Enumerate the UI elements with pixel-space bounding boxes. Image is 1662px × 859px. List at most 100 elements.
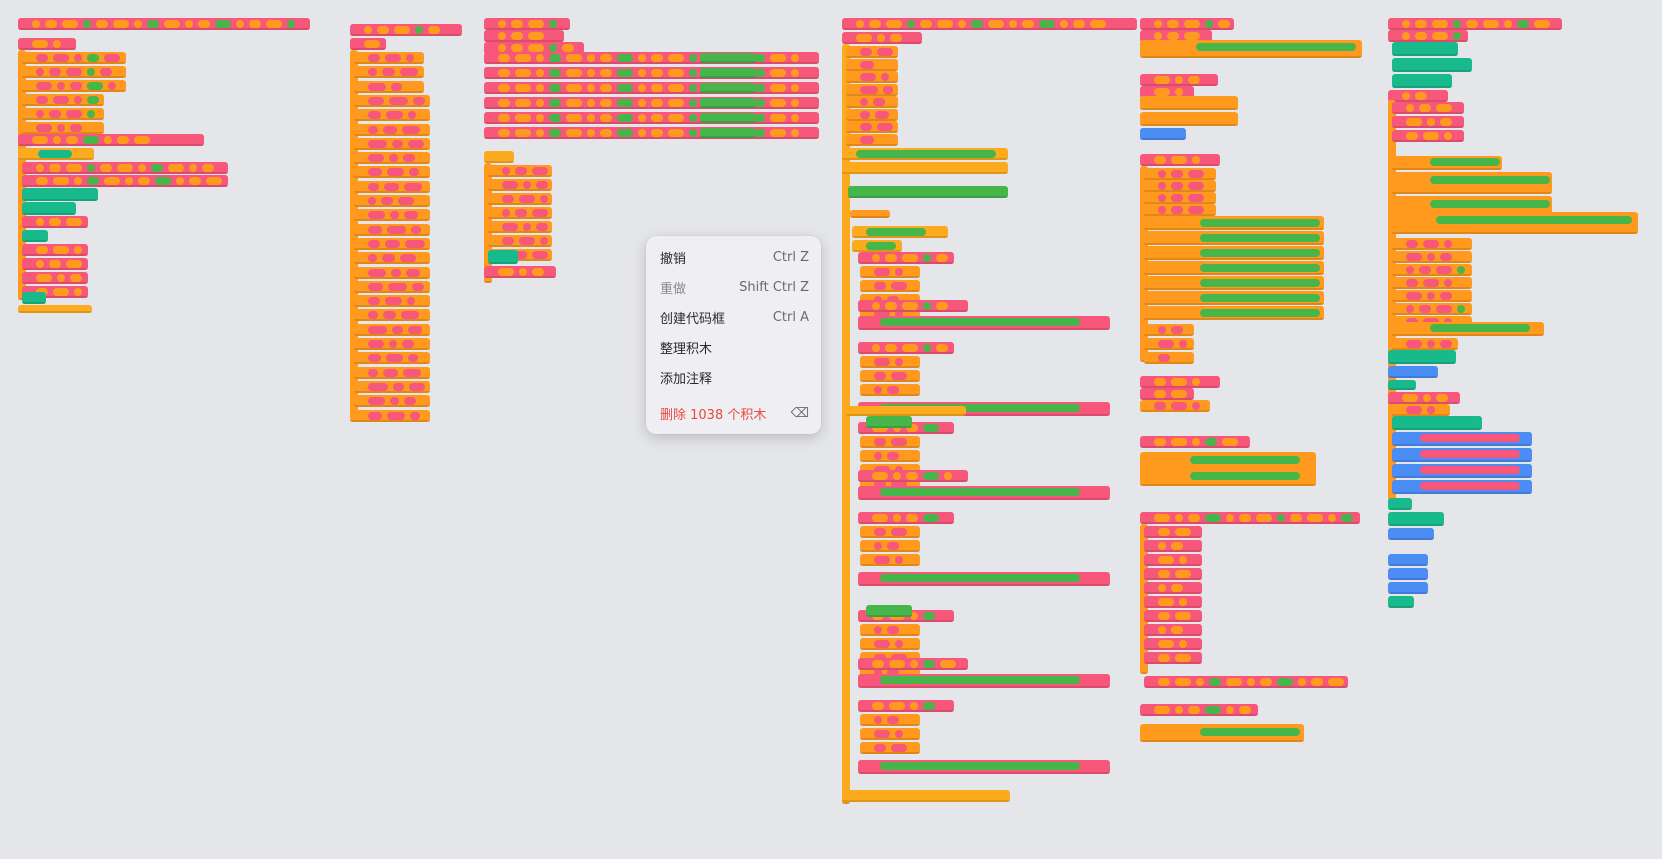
block-input-slot[interactable] xyxy=(877,34,885,42)
block-input-slot[interactable] xyxy=(791,114,799,122)
block-input-slot[interactable] xyxy=(391,325,403,334)
block-input-slot[interactable] xyxy=(96,20,108,28)
block-input-slot[interactable] xyxy=(403,182,423,191)
block-input-slot[interactable] xyxy=(402,368,422,377)
block-input-slot[interactable] xyxy=(134,20,142,28)
block-input-slot[interactable] xyxy=(566,99,582,107)
block-input-slot[interactable] xyxy=(874,744,886,752)
block-input-slot[interactable] xyxy=(1158,326,1166,334)
block-input-slot[interactable] xyxy=(381,254,395,263)
block-input-slot[interactable] xyxy=(502,181,518,189)
block-input-slot[interactable] xyxy=(869,20,881,28)
block-input-slot[interactable] xyxy=(36,164,44,172)
code-block[interactable] xyxy=(22,202,76,215)
block-input-slot[interactable] xyxy=(617,84,633,92)
block-input-slot[interactable] xyxy=(1423,132,1439,140)
block-input-slot[interactable] xyxy=(38,150,72,158)
block-input-slot[interactable] xyxy=(1200,264,1320,272)
block-input-slot[interactable] xyxy=(368,154,385,163)
block-input-slot[interactable] xyxy=(540,237,548,245)
code-block[interactable] xyxy=(700,128,755,138)
block-input-slot[interactable] xyxy=(910,612,918,620)
block-input-slot[interactable] xyxy=(617,99,633,107)
block-input-slot[interactable] xyxy=(1420,466,1520,474)
block-input-slot[interactable] xyxy=(887,716,899,724)
block-input-slot[interactable] xyxy=(385,111,403,120)
block-input-slot[interactable] xyxy=(866,242,896,250)
block-input-slot[interactable] xyxy=(1192,438,1200,446)
block-input-slot[interactable] xyxy=(874,528,886,536)
block-input-slot[interactable] xyxy=(1154,20,1162,28)
block-input-slot[interactable] xyxy=(383,182,399,191)
block-input-slot[interactable] xyxy=(1406,132,1418,140)
block-input-slot[interactable] xyxy=(1158,556,1174,564)
block-input-slot[interactable] xyxy=(893,472,901,480)
block-input-slot[interactable] xyxy=(403,397,417,406)
block-input-slot[interactable] xyxy=(406,54,414,62)
block-input-slot[interactable] xyxy=(249,20,261,28)
block-input-slot[interactable] xyxy=(891,744,907,752)
block-input-slot[interactable] xyxy=(587,129,595,137)
block-input-slot[interactable] xyxy=(408,139,424,148)
block-input-slot[interactable] xyxy=(1419,104,1431,112)
block-input-slot[interactable] xyxy=(57,274,65,282)
block-input-slot[interactable] xyxy=(587,84,595,92)
block-input-slot[interactable] xyxy=(902,302,918,310)
block-input-slot[interactable] xyxy=(1218,20,1230,28)
block-input-slot[interactable] xyxy=(1427,340,1435,348)
block-input-slot[interactable] xyxy=(895,730,903,738)
block-input-slot[interactable] xyxy=(770,84,786,92)
block-input-slot[interactable] xyxy=(368,397,385,406)
block-input-slot[interactable] xyxy=(536,99,544,107)
block-input-slot[interactable] xyxy=(1171,438,1187,446)
block-input-slot[interactable] xyxy=(1171,326,1183,334)
block-input-slot[interactable] xyxy=(1415,92,1427,100)
menu-item-delete-blocks[interactable]: 删除 1038 个积木 ⌫ xyxy=(646,398,821,428)
code-block[interactable] xyxy=(860,436,920,448)
block-input-slot[interactable] xyxy=(770,129,786,137)
block-input-slot[interactable] xyxy=(549,69,561,77)
block-input-slot[interactable] xyxy=(883,85,893,94)
block-input-slot[interactable] xyxy=(600,114,612,122)
block-input-slot[interactable] xyxy=(402,154,416,163)
block-input-slot[interactable] xyxy=(1158,612,1170,620)
block-input-slot[interactable] xyxy=(1436,216,1632,224)
code-block[interactable] xyxy=(1144,652,1202,664)
block-input-slot[interactable] xyxy=(923,344,931,352)
block-input-slot[interactable] xyxy=(856,34,872,42)
block-input-slot[interactable] xyxy=(528,32,544,40)
block-input-slot[interactable] xyxy=(377,26,389,34)
block-input-slot[interactable] xyxy=(399,254,417,263)
block-input-slot[interactable] xyxy=(515,54,531,62)
block-input-slot[interactable] xyxy=(405,239,425,248)
code-block[interactable] xyxy=(1392,74,1452,88)
block-input-slot[interactable] xyxy=(988,20,1004,28)
block-input-slot[interactable] xyxy=(49,68,61,76)
code-block[interactable] xyxy=(1144,568,1202,580)
block-input-slot[interactable] xyxy=(1402,92,1410,100)
block-input-slot[interactable] xyxy=(1158,570,1170,578)
block-input-slot[interactable] xyxy=(381,197,393,205)
block-input-slot[interactable] xyxy=(389,154,398,163)
block-input-slot[interactable] xyxy=(1171,170,1183,178)
block-input-slot[interactable] xyxy=(874,310,890,318)
block-input-slot[interactable] xyxy=(383,368,398,377)
block-input-slot[interactable] xyxy=(1406,104,1414,112)
block-input-slot[interactable] xyxy=(104,54,120,62)
block-input-slot[interactable] xyxy=(971,20,983,28)
block-input-slot[interactable] xyxy=(390,211,400,220)
block-input-slot[interactable] xyxy=(415,26,423,34)
block-input-slot[interactable] xyxy=(1171,542,1183,550)
block-input-slot[interactable] xyxy=(895,268,903,276)
block-input-slot[interactable] xyxy=(1226,706,1234,714)
block-input-slot[interactable] xyxy=(600,69,612,77)
block-input-slot[interactable] xyxy=(889,702,905,710)
block-input-slot[interactable] xyxy=(791,129,799,137)
block-input-slot[interactable] xyxy=(36,96,48,104)
code-block[interactable] xyxy=(1388,380,1416,390)
block-input-slot[interactable] xyxy=(856,150,996,158)
code-block[interactable] xyxy=(1144,526,1202,538)
code-block[interactable] xyxy=(1388,568,1428,580)
block-input-slot[interactable] xyxy=(1406,279,1418,287)
block-input-slot[interactable] xyxy=(368,96,384,105)
